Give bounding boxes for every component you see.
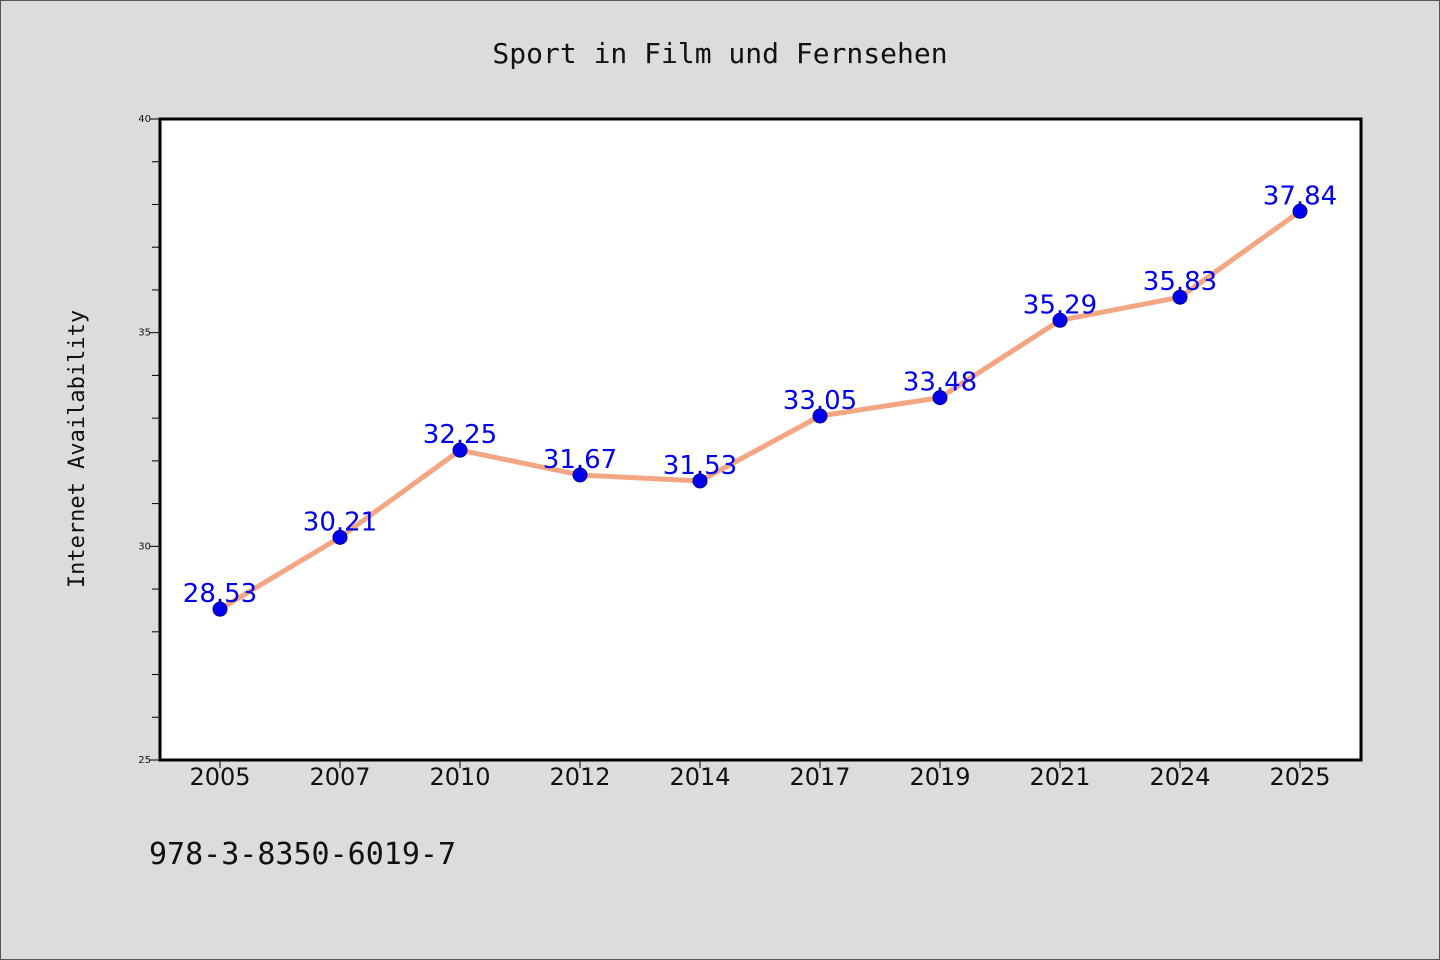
series-line (217, 208, 1303, 612)
data-label: 37.84 (1263, 181, 1337, 211)
x-tick-label: 2005 (189, 763, 250, 791)
data-label: 33.48 (903, 368, 977, 398)
data-point (332, 529, 348, 545)
data-label: 31.67 (543, 445, 617, 475)
data-label: 35.29 (1023, 290, 1097, 320)
y-tick-label: 40 (138, 114, 151, 125)
data-points (212, 203, 1308, 617)
data-label: 31.53 (663, 451, 737, 481)
y-tick-label: 35 (138, 328, 151, 339)
x-axis-ticks: 2005 2007 2010 2012 2014 2017 2019 2021 2024 2025 (189, 760, 1331, 791)
y-axis-label: Internet Availability (65, 310, 90, 588)
data-label: 28.53 (183, 579, 257, 609)
x-tick-label: 2010 (429, 763, 490, 791)
data-point (1052, 312, 1068, 328)
y-axis-ticks: 25 30 35 40 (138, 114, 160, 766)
data-label: 32.25 (423, 420, 497, 450)
data-point (932, 390, 948, 406)
data-point (452, 442, 468, 458)
x-tick-label: 2012 (549, 763, 610, 791)
y-tick-label: 25 (138, 755, 151, 766)
y-tick-label: 30 (138, 541, 151, 552)
plot-area (158, 117, 1363, 762)
data-point (1292, 203, 1308, 219)
data-point (572, 467, 588, 483)
data-labels: 28.53 30.21 32.25 31.67 31.53 33.05 33.48 35.29… (183, 181, 1337, 609)
x-tick-label: 2007 (309, 763, 370, 791)
isbn-text: 978-3-8350-6019-7 (149, 837, 456, 872)
data-point (212, 601, 228, 617)
x-tick-label: 2025 (1269, 763, 1330, 791)
x-tick-label: 2024 (1149, 763, 1210, 791)
x-tick-label: 2021 (1029, 763, 1090, 791)
data-label: 33.05 (783, 386, 857, 416)
x-tick-label: 2019 (909, 763, 970, 791)
x-tick-label: 2014 (669, 763, 730, 791)
data-label: 35.83 (1143, 267, 1217, 297)
data-point (692, 473, 708, 489)
data-point (1172, 289, 1188, 305)
chart-title: Sport in Film und Fernsehen (492, 37, 947, 70)
x-tick-label: 2017 (789, 763, 850, 791)
data-label: 30.21 (303, 507, 377, 537)
data-point (812, 408, 828, 424)
